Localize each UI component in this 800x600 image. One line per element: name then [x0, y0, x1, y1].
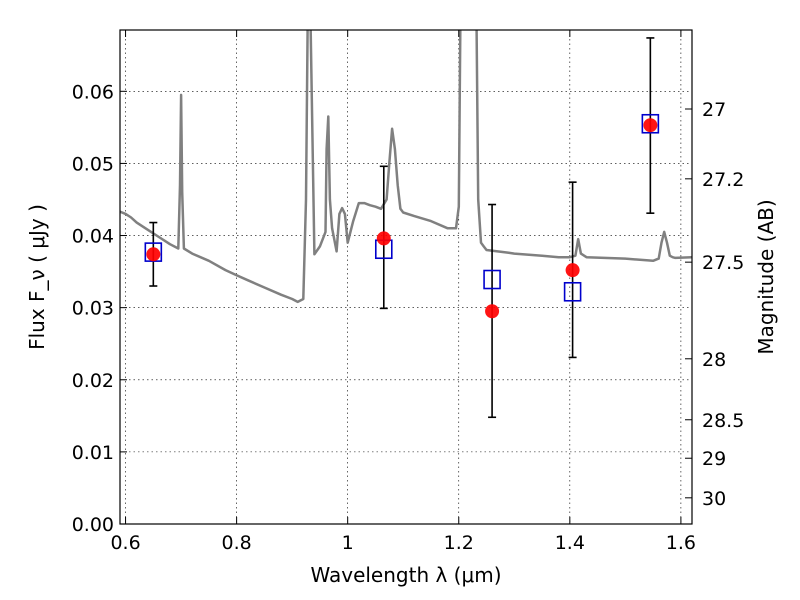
- right-tick-label: 28.5: [702, 410, 744, 432]
- y-tick-label: 0.05: [72, 153, 114, 175]
- y-tick-label: 0.02: [72, 370, 114, 392]
- model-photometry-square: [483, 269, 501, 290]
- x-tick-label: 1.2: [444, 532, 474, 554]
- model-spectrum-layer: [120, 30, 692, 304]
- y-tick-label: 0.06: [72, 81, 114, 103]
- y-tick-label: 0.04: [72, 226, 114, 248]
- right-tick-label: 30: [702, 488, 726, 510]
- observed-point: [485, 304, 500, 319]
- x-tick-label: 0.6: [110, 532, 140, 554]
- axis-ticks: [120, 30, 692, 525]
- observed-point: [643, 118, 658, 133]
- axis-tick-labels: 0.6 0.8 1 1.2 1.4 1.6 0.00 0.01 0.02 0.03 0.04 0.05…: [72, 81, 745, 554]
- model-photometry-square: [641, 113, 660, 134]
- y-tick-label: 0.01: [72, 442, 114, 464]
- x-axis-label: Wavelength λ (μm): [310, 563, 501, 587]
- right-tick-label: 28: [702, 349, 726, 371]
- x-tick-label: 1.6: [666, 532, 696, 554]
- photometry-layer: [144, 37, 660, 419]
- y-tick-label: 0.00: [72, 514, 114, 536]
- right-tick-label: 27: [702, 99, 726, 121]
- x-tick-label: 1: [342, 532, 354, 554]
- x-tick-label: 0.8: [222, 532, 252, 554]
- x-tick-label: 1.4: [555, 532, 585, 554]
- right-tick-label: 27.2: [702, 169, 744, 191]
- grid: [120, 30, 692, 525]
- observed-point: [565, 263, 580, 278]
- right-tick-label: 29: [702, 448, 726, 470]
- right-tick-label: 27.5: [702, 252, 744, 274]
- observed-point: [146, 247, 161, 262]
- observed-point: [376, 231, 391, 246]
- plot-frame: [119, 29, 693, 525]
- y-axis-label: Flux F_ν ( μJy ): [25, 204, 49, 350]
- right-axis-label: Magnitude (AB): [754, 199, 778, 354]
- model-photometry-square: [563, 281, 582, 302]
- y-tick-label: 0.03: [72, 298, 114, 320]
- model-spectrum-line: [120, 30, 692, 304]
